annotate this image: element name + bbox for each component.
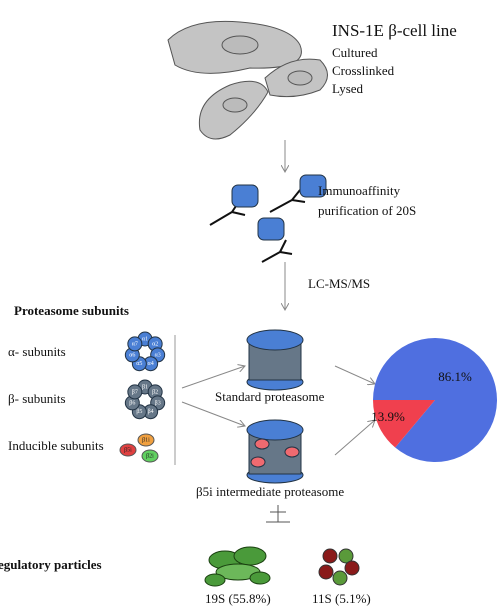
particles20s [231, 174, 327, 241]
subunit [119, 443, 137, 457]
section-title: Proteasome subunits [14, 303, 129, 318]
intermediate-proteasome [246, 419, 304, 484]
subunit-label: β2 [152, 389, 158, 395]
subunit-label: α5 [136, 361, 142, 367]
subunit-label: β6 [129, 400, 135, 406]
step-text: purification of 20S [318, 203, 416, 218]
subunit [141, 449, 159, 463]
step: Lysed [332, 81, 364, 96]
step: Crosslinked [332, 63, 395, 78]
subunit-label: β4 [148, 409, 154, 415]
inhibit-symbol [266, 505, 290, 523]
title: INS-1E β-cell line [332, 21, 457, 40]
subunit-label: β1 [142, 384, 148, 390]
subunit [137, 433, 155, 447]
arrow [181, 366, 245, 389]
label: Inducible subunits [8, 438, 104, 453]
step: Cultured [332, 45, 378, 60]
subunit-label: α2 [152, 341, 158, 347]
arrow [334, 420, 375, 456]
section-title: egulatory particles [0, 557, 102, 572]
label: β- subunits [8, 391, 66, 406]
arrow [334, 365, 375, 384]
pie-slice [373, 400, 435, 448]
antibodies [209, 189, 306, 263]
subunit-label: β5 [136, 409, 142, 415]
subunit-label: α6 [129, 352, 135, 358]
particle-11s [318, 548, 360, 586]
pie-label: 86.1% [438, 369, 472, 384]
subunit-label: α7 [132, 341, 138, 347]
subunit-label: β7 [132, 389, 138, 395]
arrow [181, 401, 245, 426]
subunit-label: β3 [155, 400, 161, 406]
label: β5i intermediate proteasome [196, 484, 344, 499]
label: Standard proteasome [215, 389, 325, 404]
standard-proteasome [246, 329, 304, 391]
step-text: Immunoaffinity [318, 183, 401, 198]
cells [167, 20, 328, 140]
pie-label: 13.9% [371, 409, 405, 424]
subunit-label: β5i [124, 447, 132, 453]
method: LC-MS/MS [308, 276, 370, 291]
particle-19s [204, 546, 271, 587]
subunit [127, 384, 143, 400]
subunit-label: β2i [146, 453, 154, 459]
label: α- subunits [8, 344, 66, 359]
subunit-label: α4 [148, 361, 154, 367]
subunit-label: α3 [155, 352, 161, 358]
label: 19S (55.8%) [205, 591, 271, 606]
subunit-label: α1 [142, 336, 148, 342]
subunit-label: β1i [142, 437, 150, 443]
label: 11S (5.1%) [312, 591, 371, 606]
subunit [127, 336, 143, 352]
